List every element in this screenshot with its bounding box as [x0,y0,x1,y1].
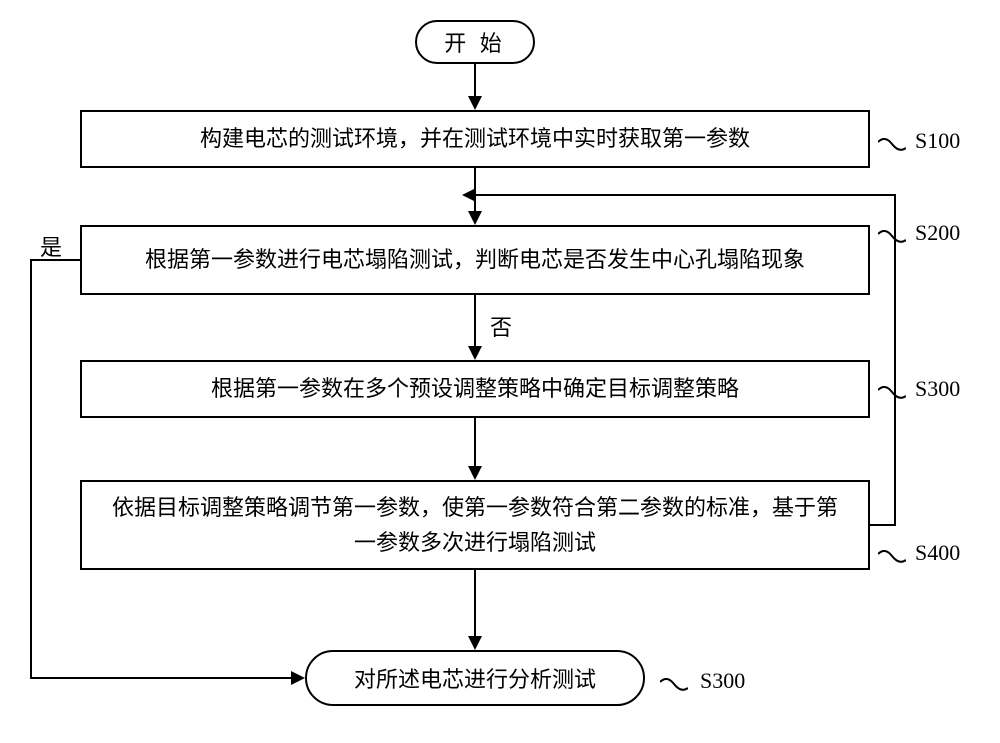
end-terminal: 对所述电芯进行分析测试 [305,650,645,706]
end-label: 对所述电芯进行分析测试 [354,662,596,694]
process-s200-text: 根据第一参数进行电芯塌陷测试，判断电芯是否发生中心孔塌陷现象 [145,242,805,277]
start-terminal: 开 始 [415,20,535,64]
tilde-s300 [878,386,906,404]
step-label-s400: S400 [915,540,960,566]
loop-arrowhead [462,188,476,202]
process-s100-text: 构建电芯的测试环境，并在测试环境中实时获取第一参数 [200,121,750,156]
process-s300-text: 根据第一参数在多个预设调整策略中确定目标调整策略 [211,371,739,406]
step-label-s300: S300 [915,376,960,402]
start-label: 开 始 [444,26,506,58]
tilde-s100 [878,138,906,156]
loop-bottom-h [870,524,896,526]
yes-arrowhead [291,671,305,685]
yes-h-out [30,259,80,261]
tilde-end [660,678,688,696]
edge-start-s100 [474,64,476,96]
loop-top-h [476,194,896,196]
process-s400-text: 依据目标调整策略调节第一参数，使第一参数符合第二参数的标准，基于第一参数多次进行… [102,490,848,560]
process-s300: 根据第一参数在多个预设调整策略中确定目标调整策略 [80,360,870,418]
flowchart-container: 开 始 构建电芯的测试环境，并在测试环境中实时获取第一参数 S100 根据第一参… [20,20,980,723]
edge-s200-s300 [474,295,476,346]
edge-s300-s400 [474,418,476,466]
arrowhead-s200-s300 [468,346,482,360]
process-s200: 根据第一参数进行电芯塌陷测试，判断电芯是否发生中心孔塌陷现象 [80,225,870,295]
yes-v [30,259,32,677]
edge-s400-end [474,570,476,636]
arrowhead-s300-s400 [468,466,482,480]
step-label-s200: S200 [915,220,960,246]
step-label-s100: S100 [915,128,960,154]
arrowhead-s100-s200 [468,211,482,225]
label-yes: 是 [40,230,62,262]
step-label-end: S300 [700,668,745,694]
yes-h-in [30,677,291,679]
label-no: 否 [490,310,512,342]
tilde-s400 [878,550,906,568]
arrowhead-start-s100 [468,96,482,110]
process-s400: 依据目标调整策略调节第一参数，使第一参数符合第二参数的标准，基于第一参数多次进行… [80,480,870,570]
process-s100: 构建电芯的测试环境，并在测试环境中实时获取第一参数 [80,110,870,168]
tilde-s200 [878,230,906,248]
arrowhead-s400-end [468,636,482,650]
